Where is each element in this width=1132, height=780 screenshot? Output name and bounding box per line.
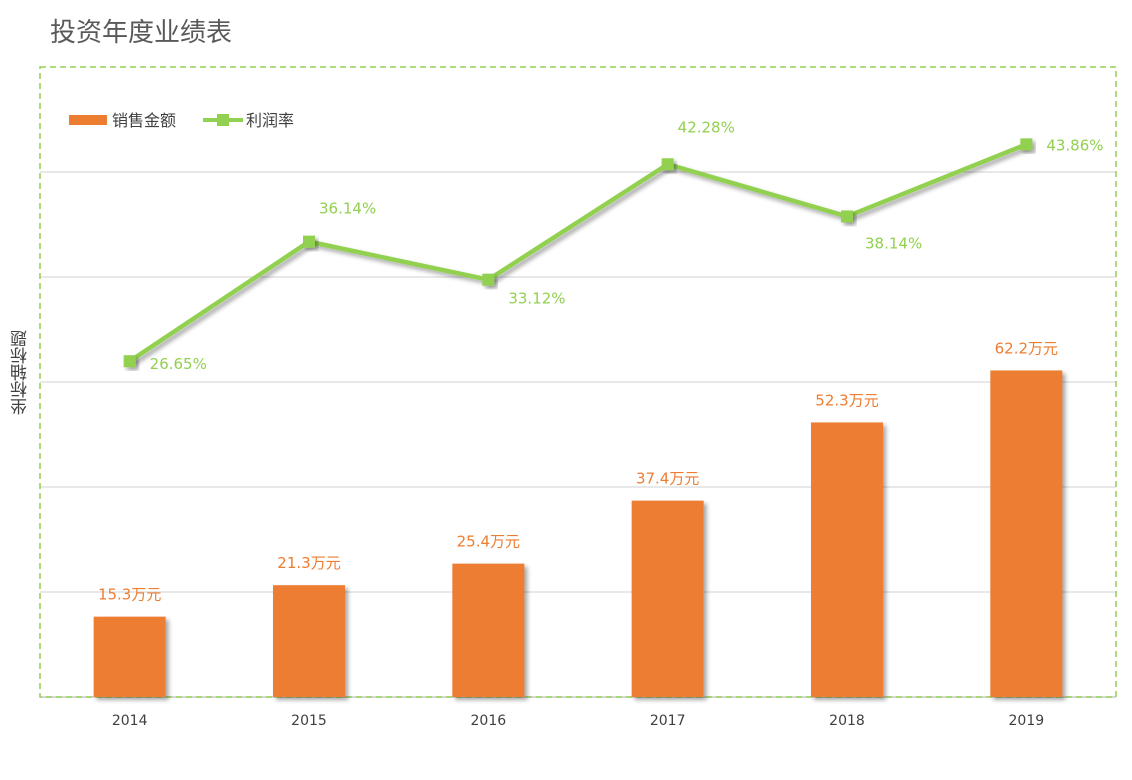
legend-label-profit: 利润率: [246, 111, 294, 130]
line-marker-2017: [661, 158, 674, 171]
legend-label-sales: 销售金额: [112, 111, 176, 130]
line-label-2018: 38.14%: [865, 234, 922, 252]
chart-title: 投资年度业绩表: [50, 18, 233, 48]
bar-label-2019: 62.2万元: [995, 339, 1058, 357]
x-tick-label-2017: 2017: [650, 713, 686, 729]
line-label-2014: 26.65%: [150, 355, 207, 373]
x-tick-label-2019: 2019: [1009, 713, 1045, 729]
bar-label-2014: 15.3万元: [98, 586, 161, 604]
bar-2019: [990, 370, 1063, 697]
line-label-2017: 42.28%: [678, 118, 735, 136]
x-tick-label-2014: 2014: [112, 713, 148, 729]
line-label-2019: 43.86%: [1046, 136, 1103, 154]
bar-2018: [811, 422, 883, 697]
bar-2015: [273, 585, 345, 697]
line-profit-rate: [128, 142, 1028, 364]
bar-2017: [631, 500, 704, 697]
plot-area-border: [39, 66, 1117, 698]
line-marker-2016: [482, 273, 495, 286]
bar-2016: [452, 563, 525, 697]
line-marker-2014: [123, 355, 136, 368]
line-marker-2018: [841, 210, 853, 223]
y-axis-title: 坐标轴标题: [11, 330, 31, 415]
line-marker-2015: [303, 235, 315, 248]
bar-label-2016: 25.4万元: [457, 533, 520, 551]
x-tick-label-2015: 2015: [291, 713, 327, 729]
x-tick-label-2018: 2018: [829, 713, 865, 729]
x-tick-label-2016: 2016: [471, 713, 507, 729]
legend-swatch-sales: [69, 115, 107, 125]
bar-label-2015: 21.3万元: [277, 554, 340, 572]
legend-marker-profit: [217, 114, 229, 126]
line-marker-2019: [1020, 138, 1033, 151]
bar-label-2018: 52.3万元: [815, 391, 878, 409]
line-label-2016: 33.12%: [508, 290, 565, 308]
bar-2014: [93, 616, 166, 697]
bar-label-2017: 37.4万元: [636, 470, 699, 488]
line-label-2015: 36.14%: [319, 200, 376, 218]
